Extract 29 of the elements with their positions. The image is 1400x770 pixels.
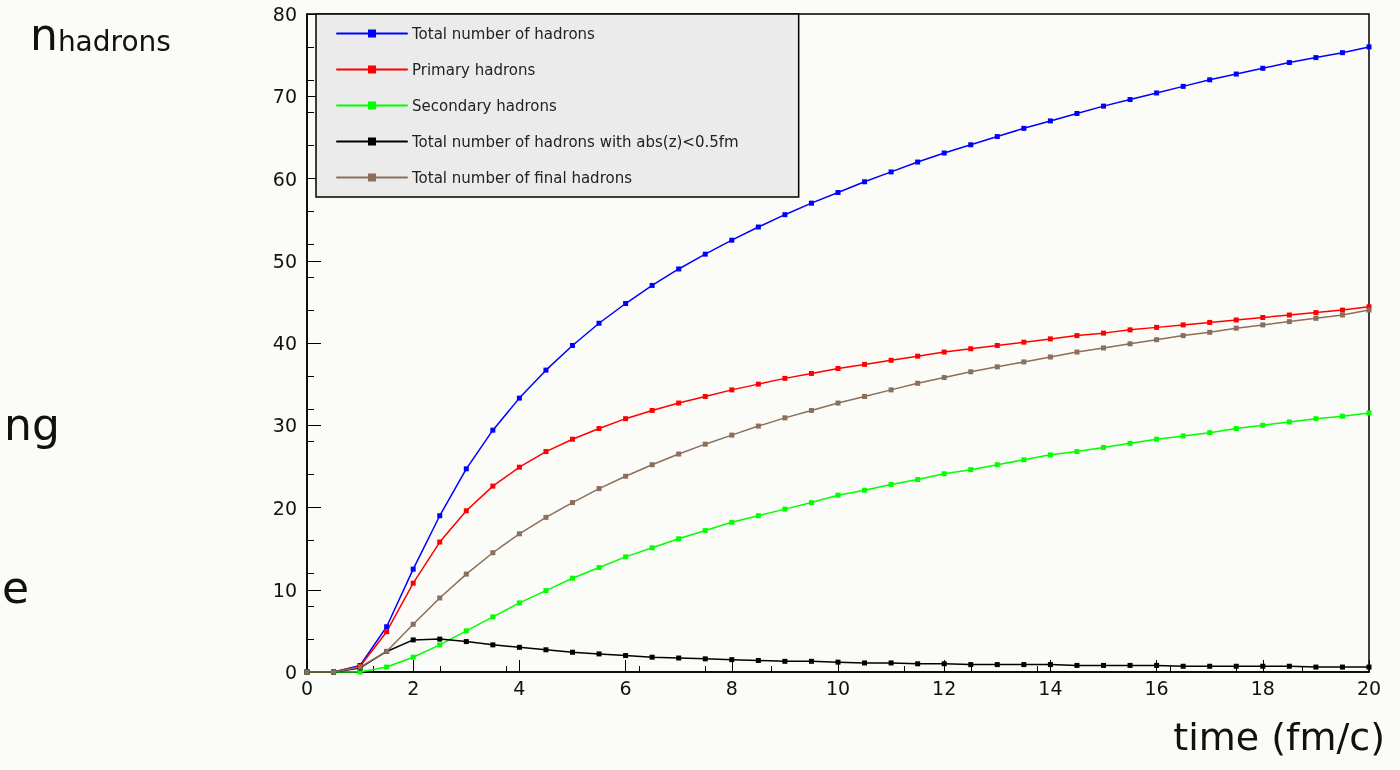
y-axis-title: nhadrons xyxy=(30,8,171,60)
x-tick-label: 20 xyxy=(1356,676,1382,699)
x-axis-title: time (fm/c) xyxy=(1173,715,1385,759)
x-tick-label: 14 xyxy=(1038,676,1063,699)
legend-label: Primary hadrons xyxy=(412,60,536,79)
y-tick-label: 30 xyxy=(272,414,297,437)
y-tick-label: 10 xyxy=(272,578,297,601)
x-tick-label: 6 xyxy=(619,676,632,699)
x-tick-label: 12 xyxy=(932,676,957,699)
y-tick-label: 0 xyxy=(284,661,297,683)
y-tick-label: 50 xyxy=(272,249,297,272)
x-tick-label: 0 xyxy=(300,676,314,699)
y-tick-label: 70 xyxy=(272,85,297,108)
text: e xyxy=(2,561,30,613)
legend-label: Total number of hadrons with abs(z)<0.5fm xyxy=(411,132,739,151)
x-tick-label: 10 xyxy=(825,676,851,699)
x-tick-label: 2 xyxy=(407,676,420,699)
x-tick-label: 4 xyxy=(513,676,526,699)
y-tick-label: 60 xyxy=(272,167,297,190)
legend-label: Total number of final hadrons xyxy=(411,168,633,187)
legend-label: Total number of hadrons xyxy=(411,24,596,43)
text: ng xyxy=(4,398,60,450)
x-tick-label: 16 xyxy=(1144,676,1169,699)
x-tick-label: 8 xyxy=(725,676,738,699)
y-tick-label: 20 xyxy=(272,496,297,519)
y-tick-label: 40 xyxy=(272,332,297,354)
y-tick-label: 80 xyxy=(272,3,297,25)
x-tick-label: 18 xyxy=(1250,676,1275,699)
legend-label: Secondary hadrons xyxy=(412,96,557,115)
